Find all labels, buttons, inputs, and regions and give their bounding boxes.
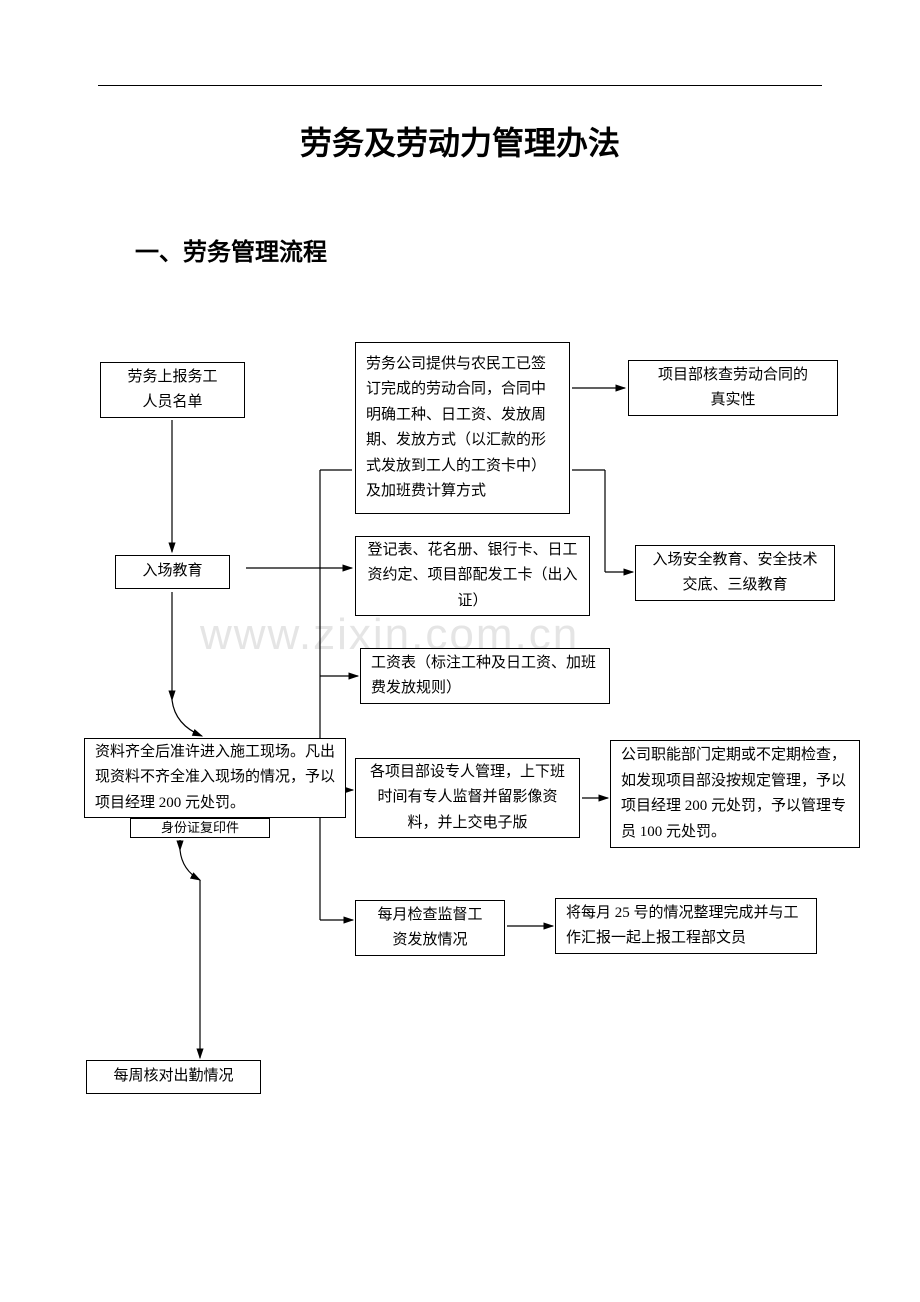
flow-box-safety-education: 入场安全教育、安全技术交底、三级教育 <box>635 545 835 601</box>
flow-box-supervision: 各项目部设专人管理，上下班时间有专人监督并留影像资料，并上交电子版 <box>355 758 580 838</box>
flow-box-weekly-attendance: 每周核对出勤情况 <box>86 1060 261 1094</box>
flow-box-id-copy: 身份证复印件 <box>130 818 270 838</box>
flow-box-inspection: 公司职能部门定期或不定期检查，如发现项目部没按规定管理，予以项目经理 200 元… <box>610 740 860 848</box>
flow-box-salary-table: 工资表（标注工种及日工资、加班费发放规则） <box>360 648 610 704</box>
flow-box-verify: 项目部核查劳动合同的真实性 <box>628 360 838 416</box>
flow-box-report-list: 劳务上报务工人员名单 <box>100 362 245 418</box>
flow-box-contract: 劳务公司提供与农民工已签订完成的劳动合同，合同中明确工种、日工资、发放周期、发放… <box>355 342 570 514</box>
horizontal-rule <box>98 85 822 86</box>
page-title: 劳务及劳动力管理办法 <box>0 118 920 164</box>
flow-box-register: 登记表、花名册、银行卡、日工资约定、项目部配发工卡（出入证） <box>355 536 590 616</box>
section-heading: 一、劳务管理流程 <box>135 232 327 267</box>
flow-box-entry-education: 入场教育 <box>115 555 230 589</box>
flow-box-report-25th: 将每月 25 号的情况整理完成并与工作汇报一起上报工程部文员 <box>555 898 817 954</box>
flow-box-monthly-check: 每月检查监督工资发放情况 <box>355 900 505 956</box>
flow-box-site-entry: 资料齐全后准许进入施工现场。凡出现资料不齐全准入现场的情况，予以项目经理 200… <box>84 738 346 818</box>
